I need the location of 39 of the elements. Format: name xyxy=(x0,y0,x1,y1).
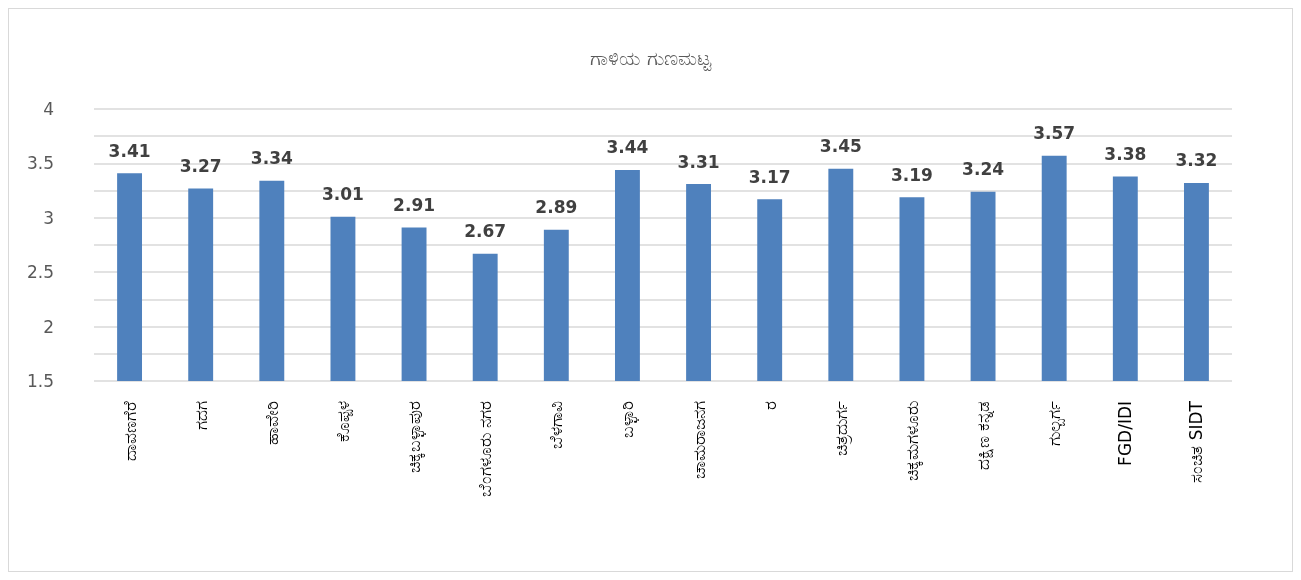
x-tick-label: ಬಳ್ಳಾರಿ xyxy=(617,401,640,438)
chart-title: ಗಾಳಿಯ ಗುಣಮಟ್ಟ xyxy=(590,46,712,71)
x-tick-label: ಚಿಕ್ಕಮಗಳೂರು xyxy=(901,401,923,481)
data-label: 3.27 xyxy=(179,155,222,176)
data-label: 3.38 xyxy=(1104,143,1147,164)
data-label: 2.91 xyxy=(393,195,436,216)
y-tick-label: 1.5 xyxy=(26,371,54,391)
x-tick-label: ಗದಗ xyxy=(190,401,211,430)
data-label: 3.45 xyxy=(819,136,862,157)
x-tick-label: ಬೆಂಗಳೂರು ನಗರ xyxy=(475,401,496,498)
data-label: 3.34 xyxy=(250,148,293,169)
x-tick-label: ಚಾಮರಾಜನಗ xyxy=(688,401,709,479)
x-tick-label: ಗುಲ್ಬರ್ಗ xyxy=(1044,401,1066,446)
x-tick-label: ಬೆಳಗಾವಿ xyxy=(546,401,567,449)
y-tick-label: 2.5 xyxy=(26,262,54,283)
x-tick-label: ಚಿತ್ರದುರ್ಗ xyxy=(830,401,852,456)
x-tick-label: ಕೊಪ್ಪಳ xyxy=(332,401,354,442)
data-label: 3.24 xyxy=(962,159,1005,180)
x-tick-label: ರ xyxy=(759,401,780,410)
x-tick-label: FGD/IDI xyxy=(1115,401,1136,466)
data-label: 3.44 xyxy=(606,137,649,158)
data-label: 3.32 xyxy=(1175,150,1218,171)
x-tick-label: ಹಾವೇರಿ xyxy=(261,401,282,445)
y-tick-label: 3 xyxy=(43,207,54,228)
data-label: 2.67 xyxy=(464,221,507,242)
y-tick-label: 2 xyxy=(43,316,54,337)
y-tick-label: 4 xyxy=(43,99,54,119)
data-label: 3.01 xyxy=(321,184,364,205)
data-label: 3.41 xyxy=(108,140,151,161)
data-label: 3.19 xyxy=(890,164,933,185)
data-label: 2.89 xyxy=(535,197,578,218)
data-label: 3.31 xyxy=(677,151,720,172)
y-tick-label: 3.5 xyxy=(26,153,54,174)
x-tick-label: ಚಿಕ್ಕಬಳ್ಳಾಪುರ xyxy=(404,401,427,473)
x-tick-label: ದಾವಣಗೆರೆ xyxy=(119,401,140,461)
x-tick-label: ದಕ್ಷಿಣ ಕನ್ನಡ xyxy=(973,401,995,471)
x-tick-label: ಸಂಚಿತ SIDT xyxy=(1186,400,1207,483)
data-label: 3.17 xyxy=(748,166,791,187)
data-label: 3.57 xyxy=(1033,123,1076,144)
